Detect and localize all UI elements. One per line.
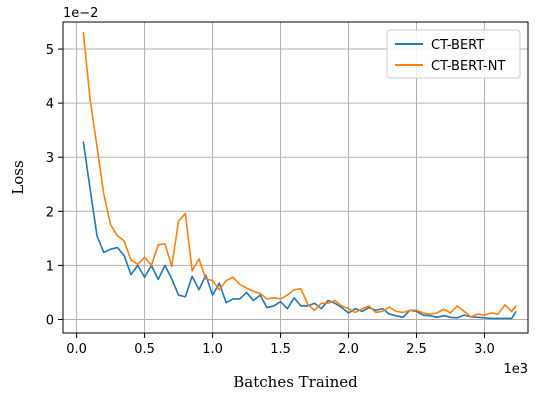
legend-entry-ct-bert: CT-BERT: [431, 38, 484, 53]
x-tick-label: 1.0: [202, 342, 223, 357]
legend-entry-ct-bert-nt: CT-BERT-NT: [431, 59, 505, 74]
x-axis-label: Batches Trained: [233, 373, 358, 391]
series-lines: [82, 32, 517, 320]
y-tick-label: 1: [46, 259, 54, 274]
y-tick-label: 5: [46, 43, 54, 58]
y-tick-label: 3: [46, 151, 54, 166]
x-offset-label: 1e3: [503, 362, 528, 377]
y-tick-label: 0: [46, 313, 54, 328]
x-tick-label: 1.5: [270, 342, 291, 357]
series-line-ct-bert: [82, 141, 517, 320]
y-tick-label: 4: [46, 97, 54, 112]
y-axis-label: Loss: [9, 160, 27, 194]
legend: CT-BERT CT-BERT-NT: [386, 29, 521, 79]
plot-frame: [62, 21, 529, 334]
y-tick-label: 2: [46, 205, 54, 220]
y-offset-label: 1e−2: [63, 6, 98, 21]
x-tick-label: 3.0: [474, 342, 495, 357]
x-tick-label: 0.5: [134, 342, 155, 357]
y-axis-ticks: 0 1 2 3 4 5: [46, 43, 63, 328]
x-tick-label: 2.5: [406, 342, 427, 357]
series-line-ct-bert-nt: [82, 32, 517, 318]
x-axis-ticks: 0.0 0.5 1.0 1.5 2.0 2.5 3.0: [66, 333, 495, 357]
x-tick-label: 0.0: [66, 342, 87, 357]
x-tick-label: 2.0: [338, 342, 359, 357]
